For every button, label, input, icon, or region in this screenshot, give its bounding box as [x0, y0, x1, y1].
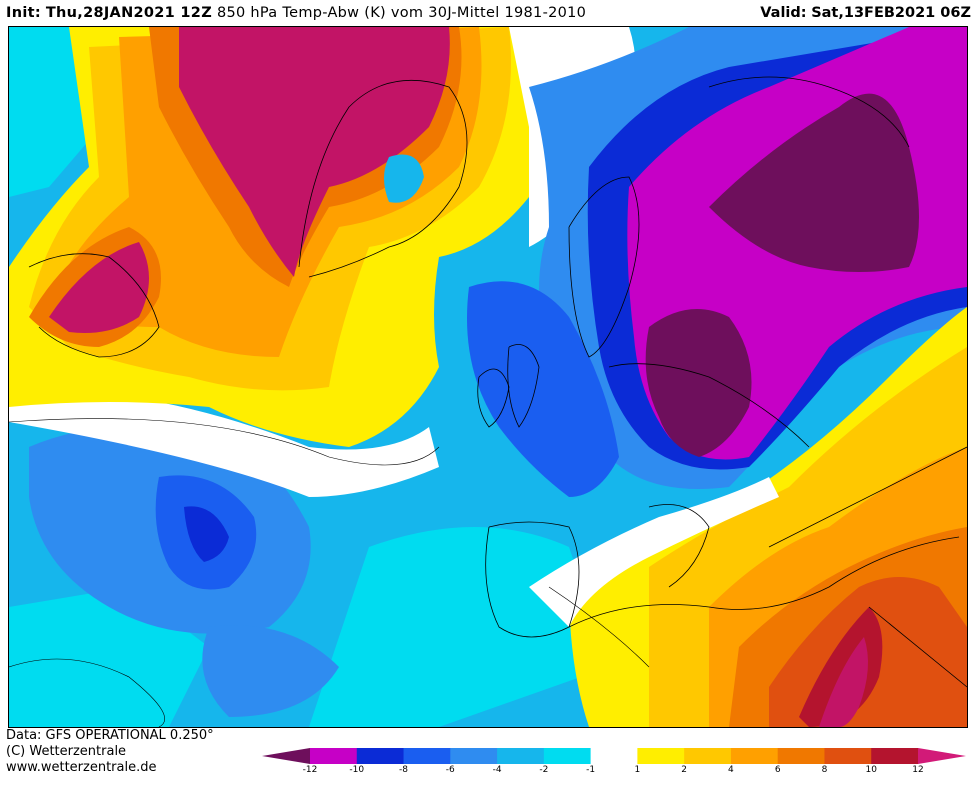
website-link[interactable]: www.wetterzentrale.de [6, 760, 157, 775]
map-canvas [9, 27, 967, 727]
legend-tick-label: -10 [349, 765, 365, 775]
legend-tick-label: -8 [399, 765, 409, 775]
legend-swatch [356, 748, 405, 764]
anomaly-region [309, 527, 609, 727]
legend-swatch [730, 748, 779, 764]
legend-tick-label: 8 [821, 765, 828, 775]
legend-tick-label: 6 [774, 765, 781, 775]
data-source: Data: GFS OPERATIONAL 0.250° [6, 728, 214, 743]
contour-lines [9, 418, 650, 727]
anomaly-region [49, 242, 149, 333]
legend-tick-label: 2 [681, 765, 688, 775]
anomaly-region [184, 506, 229, 562]
legend-swatch [543, 748, 592, 764]
color-legend: -12 -10 -8 -6 -4 -2 -1 1 2 4 6 8 10 12 [262, 748, 966, 788]
legend-swatch [497, 748, 545, 764]
init-value: Thu,28JAN2021 12Z [45, 5, 213, 21]
anomaly-region [529, 477, 779, 627]
legend-tick-label: -2 [539, 765, 549, 775]
legend-swatch [590, 748, 638, 764]
map-title: 850 hPa Temp-Abw (K) vom 30J-Mittel 1981… [216, 5, 587, 21]
legend-tick-label: -6 [445, 765, 455, 775]
legend-tick-label: 10 [865, 765, 877, 775]
map-header: Init: Thu,28JAN2021 12Z 850 hPa Temp-Abw… [0, 0, 977, 26]
legend-bar [262, 748, 966, 764]
legend-tick-label: 1 [634, 765, 641, 775]
legend-tick-label: -12 [302, 765, 318, 775]
legend-tick-label: -4 [492, 765, 502, 775]
legend-arrow-high [918, 748, 966, 764]
legend-tick-label: 4 [728, 765, 734, 775]
anomaly-region [202, 625, 339, 717]
legend-swatch [403, 748, 451, 764]
anomaly-region [384, 154, 424, 203]
anomaly-region [645, 309, 752, 457]
legend-swatch [824, 748, 872, 764]
legend-swatch [310, 748, 358, 764]
anomaly-region [9, 387, 439, 497]
anomaly-region [819, 637, 868, 727]
header-left: Init: Thu,28JAN2021 12Z 850 hPa Temp-Abw… [6, 5, 586, 21]
anomaly-region [179, 27, 450, 277]
header-right: Valid: Sat,13FEB2021 06Z [760, 5, 971, 21]
anomaly-region [709, 93, 919, 273]
legend-tick-label: 12 [912, 765, 924, 775]
legend-swatch [684, 748, 732, 764]
anomaly-region [467, 281, 619, 497]
legend-tick-label: -1 [586, 765, 596, 775]
temperature-anomaly-map[interactable] [8, 26, 968, 728]
legend-swatch [777, 748, 825, 764]
coastlines [28, 76, 967, 688]
legend-swatch [450, 748, 498, 764]
valid-label: Valid: [760, 5, 807, 21]
valid-value: Sat,13FEB2021 06Z [811, 5, 971, 21]
legend-swatch [637, 748, 685, 764]
init-label: Init: [6, 5, 41, 21]
copyright: (C) Wetterzentrale [6, 744, 127, 759]
legend-swatch [871, 748, 919, 764]
legend-arrow-low [262, 748, 310, 764]
map-footer: Data: GFS OPERATIONAL 0.250° (C) Wetterz… [6, 728, 214, 776]
